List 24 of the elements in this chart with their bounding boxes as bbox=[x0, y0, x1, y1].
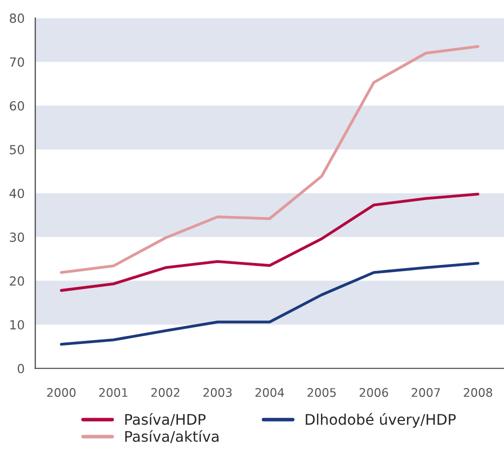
y-tick-label: 40 bbox=[10, 188, 24, 198]
y-tick-label: 50 bbox=[10, 144, 24, 154]
x-tick-label: 2005 bbox=[308, 388, 336, 397]
legend-label: Dlhodobé úvery/HDP bbox=[306, 413, 456, 428]
legend-label: Pasíva/HDP bbox=[125, 413, 206, 426]
y-tick-label: 60 bbox=[10, 101, 24, 111]
x-tick-label: 2007 bbox=[412, 388, 440, 397]
x-tick-label: 2001 bbox=[99, 388, 128, 397]
line-series bbox=[60, 262, 480, 346]
y-tick-label: 10 bbox=[10, 320, 24, 330]
x-tick-label: 2002 bbox=[151, 388, 180, 397]
x-tick-label: 2006 bbox=[360, 388, 388, 397]
legend-label: Pasíva/aktíva bbox=[125, 430, 218, 444]
line-series bbox=[60, 192, 480, 292]
x-tick-label: 2003 bbox=[203, 388, 232, 397]
x-tick-label: 2008 bbox=[464, 388, 492, 397]
y-tick-label: 30 bbox=[10, 232, 24, 242]
line-series bbox=[60, 45, 480, 274]
y-tick-label: 0 bbox=[18, 364, 24, 374]
y-tick-label: 80 bbox=[10, 14, 24, 24]
x-tick-label: 2000 bbox=[47, 388, 76, 397]
x-tick-label: 2004 bbox=[255, 388, 284, 397]
y-tick-label: 20 bbox=[10, 276, 24, 286]
y-tick-label: 70 bbox=[10, 57, 24, 67]
